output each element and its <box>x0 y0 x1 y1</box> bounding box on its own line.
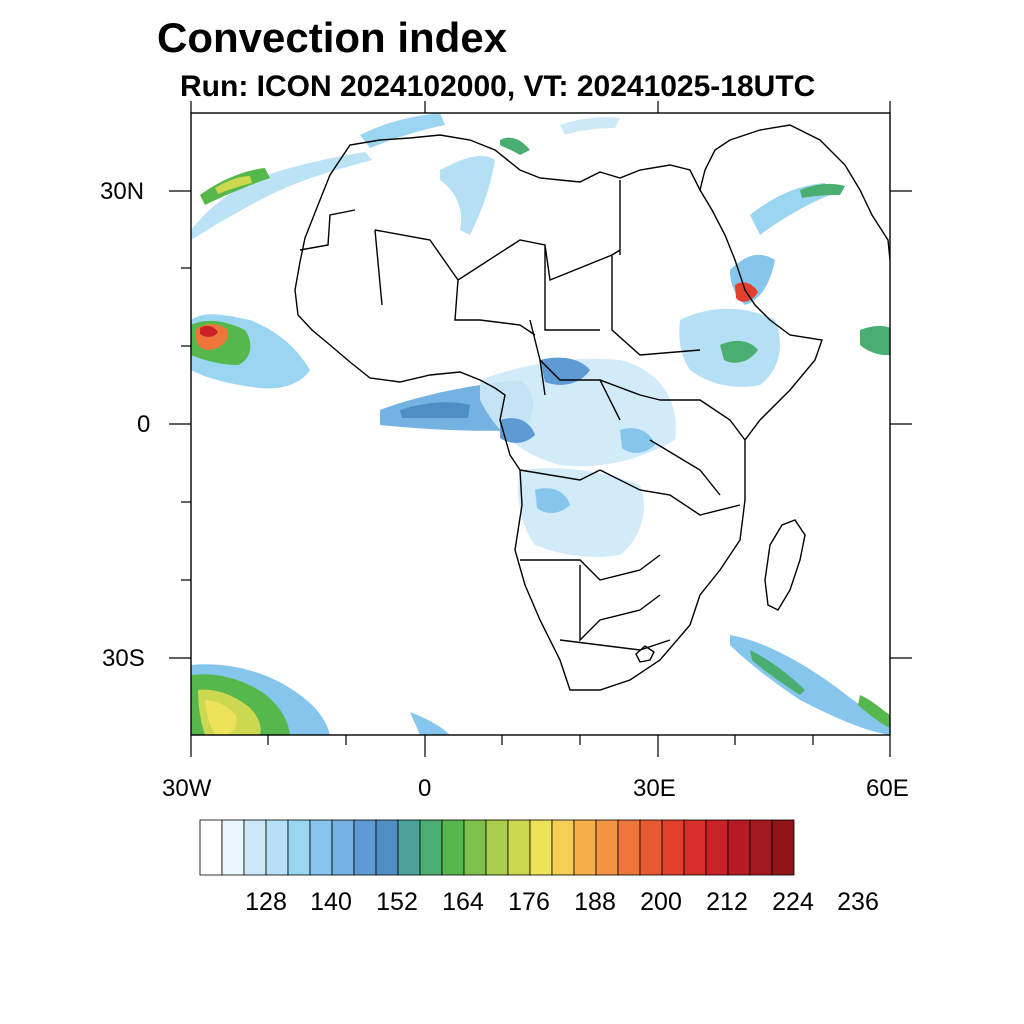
colorbar-swatch <box>507 819 531 876</box>
colorbar-label: 152 <box>376 888 418 916</box>
colorbar-swatch <box>683 819 707 876</box>
colorbar-swatch <box>727 819 751 876</box>
colorbar-swatch <box>705 819 729 876</box>
colorbar-swatch <box>661 819 685 876</box>
colorbar-label: 128 <box>245 888 287 916</box>
y-tick-label: 30N <box>100 178 145 205</box>
colorbar-swatch <box>397 819 421 876</box>
colorbar-swatch <box>287 819 311 876</box>
colorbar-swatch <box>639 819 663 876</box>
axis-ticks <box>169 101 912 757</box>
coastlines <box>294 124 890 691</box>
colorbar-swatch <box>331 819 355 876</box>
colorbar-swatch <box>375 819 399 876</box>
x-tick-label: 0 <box>418 775 432 802</box>
colorbar-swatch <box>595 819 619 876</box>
colorbar-label: 176 <box>508 888 550 916</box>
colorbar-swatch <box>309 819 333 876</box>
colorbar-swatch <box>463 819 487 876</box>
x-tick-label: 30W <box>162 775 212 802</box>
x-tick-label: 30E <box>633 775 676 802</box>
colorbar-swatch <box>265 819 289 876</box>
colorbar-swatch <box>617 819 641 876</box>
map-title: Convection index <box>157 14 508 61</box>
colorbar-swatch <box>221 819 245 876</box>
colorbar <box>199 819 795 876</box>
colorbar-label: 140 <box>310 888 352 916</box>
colorbar-swatch <box>441 819 465 876</box>
y-tick-label: 0 <box>137 411 151 438</box>
colorbar-swatch <box>199 819 223 876</box>
colorbar-swatch <box>485 819 509 876</box>
colorbar-swatch <box>419 819 443 876</box>
colorbar-label: 224 <box>772 888 814 916</box>
convection-field <box>191 113 890 735</box>
y-tick-label: 30S <box>102 645 145 672</box>
colorbar-label: 200 <box>640 888 682 916</box>
colorbar-label: 188 <box>574 888 616 916</box>
colorbar-swatch <box>529 819 553 876</box>
colorbar-label: 236 <box>837 888 879 916</box>
colorbar-swatch <box>749 819 773 876</box>
map-subtitle: Run: ICON 2024102000, VT: 20241025-18UTC <box>180 70 816 103</box>
colorbar-swatch <box>573 819 597 876</box>
colorbar-swatch <box>551 819 575 876</box>
colorbar-swatch <box>243 819 267 876</box>
colorbar-label: 164 <box>442 888 484 916</box>
x-tick-label: 60E <box>866 775 909 802</box>
colorbar-label: 212 <box>706 888 748 916</box>
colorbar-swatch <box>353 819 377 876</box>
colorbar-swatch <box>771 819 795 876</box>
